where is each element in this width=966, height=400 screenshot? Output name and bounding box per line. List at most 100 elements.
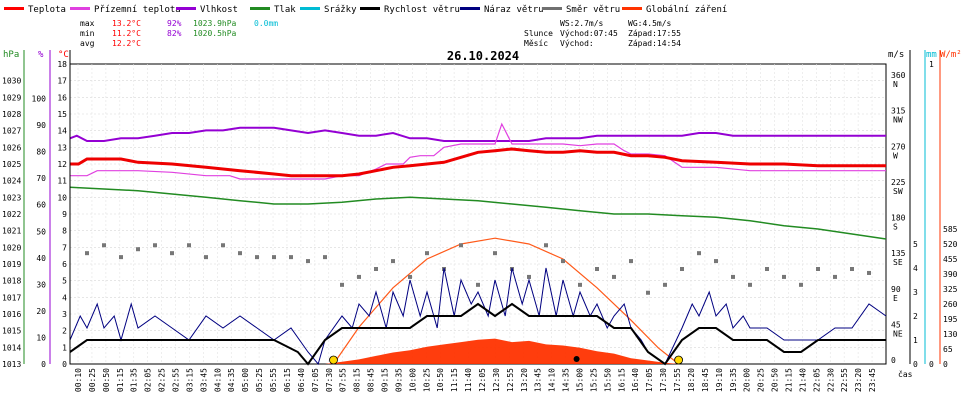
tick-pct-5: 50 <box>36 227 46 236</box>
wind-direction-point <box>374 267 378 271</box>
stat-0-0: max <box>80 19 95 28</box>
wind-direction-point <box>544 243 548 248</box>
tick-x-56: 23:20 <box>854 368 863 392</box>
tick-x-14: 05:55 <box>269 368 278 392</box>
stat-2-0: avg <box>80 39 95 48</box>
wind-direction-point <box>663 282 667 287</box>
series-teplota <box>70 147 886 178</box>
wind-direction-point <box>153 243 157 248</box>
legend-label-4: Srážky <box>324 5 357 15</box>
stat-sun-set: Západ:17:55 <box>628 29 681 38</box>
tick-hpa-13: 1026 <box>2 143 21 152</box>
wind-direction-point <box>561 259 565 264</box>
tick-x-38: 15:50 <box>603 368 612 392</box>
tick-x-35: 14:35 <box>562 368 571 392</box>
wind-direction-point <box>833 274 837 279</box>
tick-x-42: 17:30 <box>659 368 668 392</box>
stat-moon-rise: Východ: <box>560 39 594 48</box>
tick-degc-5: 5 <box>62 277 67 286</box>
legend-swatch-2 <box>176 7 196 10</box>
axis-dir-label: m/s <box>888 50 904 60</box>
tick-x-51: 21:15 <box>784 368 793 392</box>
tick-degc-14: 14 <box>57 127 67 136</box>
wind-direction-point <box>714 259 718 264</box>
tick-x-34: 14:10 <box>548 368 557 392</box>
tick-wm2-5: 325 <box>943 285 958 294</box>
tick-degc-9: 9 <box>62 210 67 219</box>
tick-dir-name-4: S <box>893 223 898 232</box>
series-globalni-zareni <box>325 338 679 364</box>
wind-direction-point <box>340 282 344 287</box>
legend-swatch-0 <box>4 7 24 10</box>
tick-pct-0: 0 <box>41 360 46 369</box>
tick-x-6: 02:25 <box>158 368 167 392</box>
tick-ws-4: 4 <box>913 264 918 273</box>
tick-degc-1: 1 <box>62 343 67 352</box>
legend-label-6: Náraz větru <box>484 5 544 15</box>
tick-degc-4: 4 <box>62 293 67 302</box>
tick-dir-8: 360 <box>891 71 906 80</box>
wind-direction-point <box>187 243 191 248</box>
tick-mm-1: 1 <box>929 60 934 69</box>
stat-1-1: 11.2°C <box>112 29 141 38</box>
wind-direction-point <box>476 282 480 287</box>
legend-swatch-3 <box>250 7 270 10</box>
tick-dir-name-1: NE <box>893 329 903 338</box>
tick-x-37: 15:25 <box>589 368 598 392</box>
wind-direction-point <box>612 274 616 279</box>
tick-degc-12: 12 <box>57 160 67 169</box>
stat-2-1: 12.2°C <box>112 39 141 48</box>
tick-hpa-10: 1023 <box>2 193 21 202</box>
wind-direction-point <box>255 255 259 260</box>
tick-x-0: 00:10 <box>74 368 83 392</box>
tick-dir-7: 315 <box>891 107 906 116</box>
tick-pct-3: 30 <box>36 280 46 289</box>
legend-swatch-7 <box>542 7 562 10</box>
sunrise-marker <box>329 355 338 365</box>
tick-hpa-12: 1025 <box>2 160 21 169</box>
tick-x-1: 00:25 <box>88 368 97 392</box>
wind-direction-point <box>102 243 106 248</box>
tick-x-30: 12:30 <box>492 368 501 392</box>
tick-x-39: 16:15 <box>617 368 626 392</box>
tick-x-8: 03:15 <box>185 368 194 392</box>
tick-x-55: 22:55 <box>840 368 849 392</box>
wind-direction-point <box>357 274 361 279</box>
wind-direction-point <box>306 259 310 264</box>
stat-1-2: 82% <box>167 29 182 38</box>
tick-x-49: 20:25 <box>757 368 766 392</box>
tick-degc-7: 7 <box>62 243 67 252</box>
tick-ws-1: 1 <box>913 336 918 345</box>
tick-pct-1: 10 <box>36 333 46 342</box>
wind-direction-point <box>765 267 769 271</box>
axis-hpa-label: hPa <box>3 50 19 60</box>
tick-hpa-11: 1024 <box>2 177 21 186</box>
tick-pct-7: 70 <box>36 174 46 183</box>
wind-direction-point <box>323 255 327 260</box>
tick-dir-name-6: W <box>893 151 898 160</box>
series-naraz-vetru <box>69 267 887 366</box>
stat-0-1: 13.2°C <box>112 19 141 28</box>
tick-wm2-4: 260 <box>943 300 958 309</box>
tick-x-17: 07:05 <box>311 368 320 392</box>
tick-x-10: 04:10 <box>213 368 222 392</box>
legend-swatch-1 <box>70 7 90 10</box>
tick-dir-name-2: E <box>893 294 898 303</box>
stats-block: max 13.2°C 92% 1023.9hPa 0.0mm min 11.2°C 82% 10… <box>80 19 681 48</box>
tick-dir-0: 0 <box>891 356 896 365</box>
tick-x-40: 16:40 <box>631 368 640 392</box>
tick-x-32: 13:20 <box>520 368 529 392</box>
tick-x-29: 12:05 <box>478 368 487 392</box>
tick-degc-13: 13 <box>57 143 67 152</box>
wind-direction-point <box>731 274 735 279</box>
wind-direction-point <box>136 247 140 252</box>
stat-moon-label: Měsíc <box>524 39 548 48</box>
tick-x-11: 04:35 <box>227 368 236 392</box>
tick-degc-3: 3 <box>62 310 67 319</box>
tick-x-33: 13:45 <box>534 368 543 392</box>
tick-hpa-9: 1022 <box>2 210 21 219</box>
wind-direction-point <box>595 267 599 271</box>
tick-x-52: 21:40 <box>798 368 807 392</box>
tick-x-57: 23:45 <box>868 368 877 392</box>
tick-x-27: 11:15 <box>450 368 459 392</box>
